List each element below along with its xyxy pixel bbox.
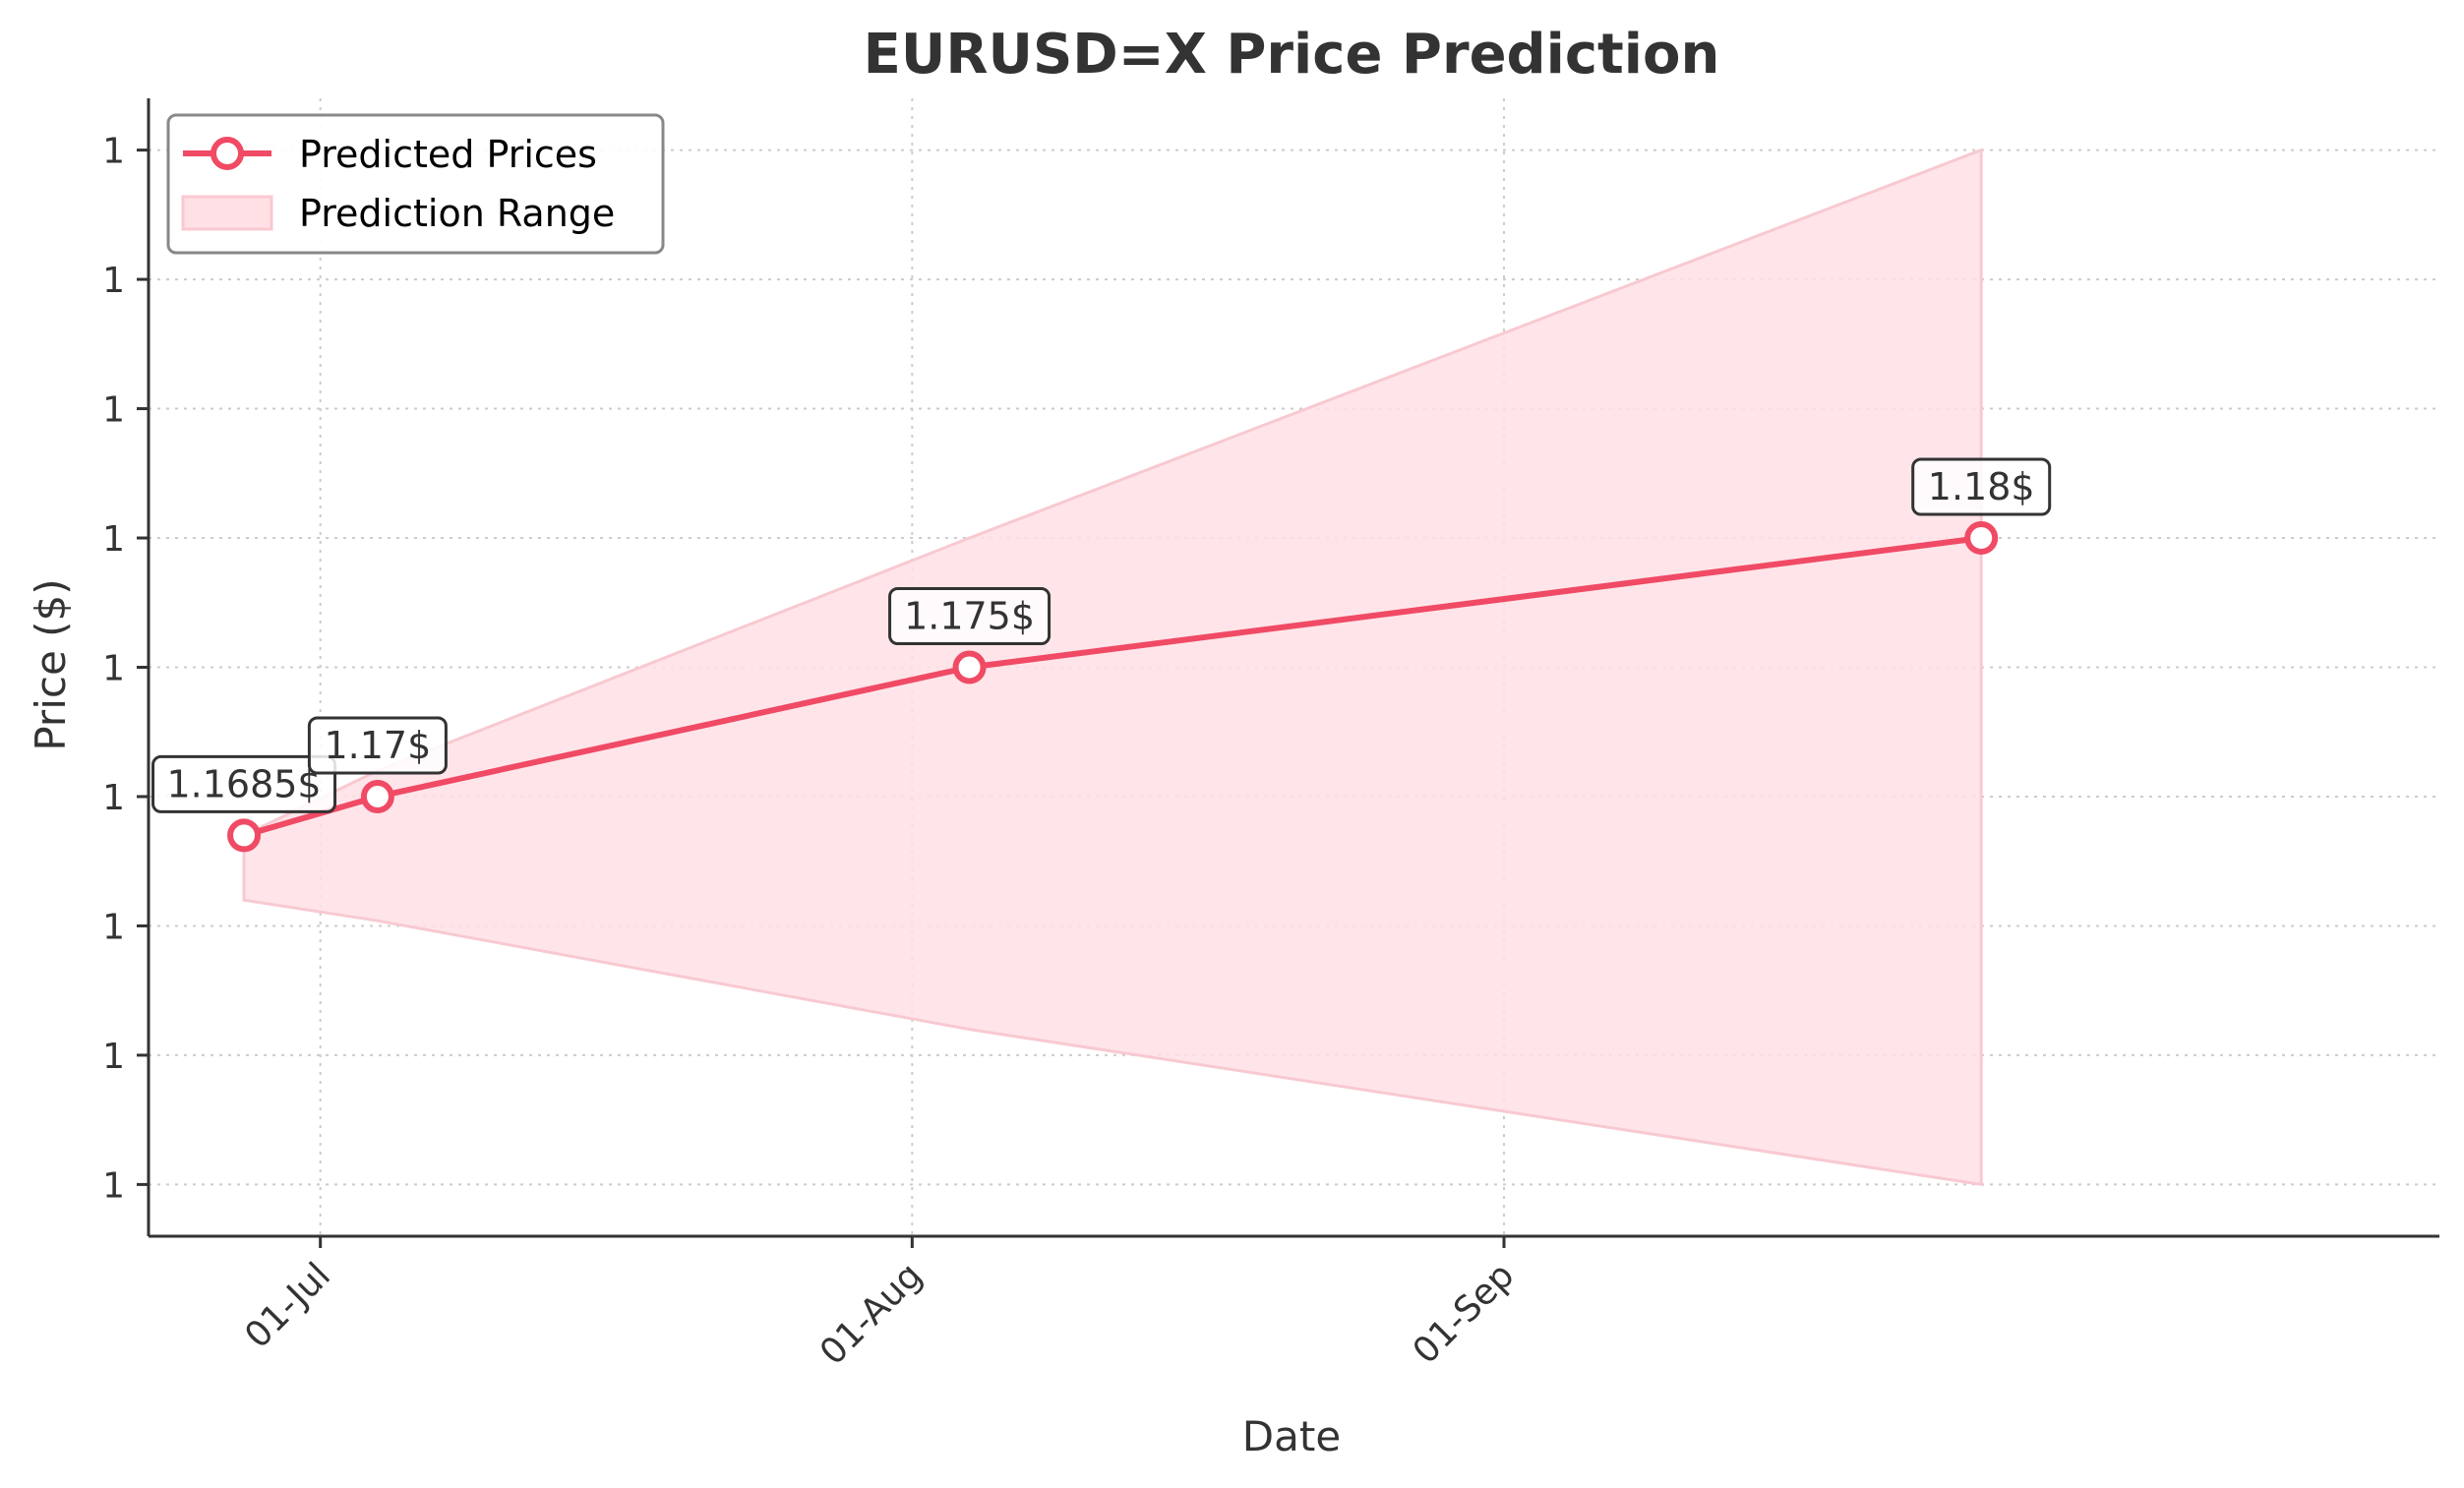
data-label-box-0	[151, 754, 337, 813]
data-label-0: 1.1685$	[166, 762, 321, 805]
legend-entry-predicted: Predicted Prices	[299, 133, 597, 176]
prediction-range-layer	[242, 148, 1983, 1187]
predicted-price-line	[243, 535, 1982, 839]
y-tick-label-1: 1	[102, 1037, 125, 1077]
predicted-point-2	[952, 650, 987, 684]
y-tick-label-4: 1	[102, 649, 125, 689]
data-labels: 1.1685$1.17$ 1.175$ 1.18$	[151, 457, 2052, 813]
y-tick-label-0: 1	[102, 1165, 125, 1206]
y-tick-label-7: 1	[102, 261, 125, 301]
predicted-line-layer	[227, 521, 1999, 853]
data-label-1: 1.17$	[325, 724, 432, 767]
y-tick-label-2: 1	[102, 907, 125, 947]
chart-title: EURUSD=X Price Prediction	[864, 23, 1720, 87]
legend-box	[166, 113, 665, 255]
y-tick-label-3: 1	[102, 778, 125, 818]
y-tick-label-8: 1	[102, 132, 125, 172]
legend-marker-swatch	[210, 137, 244, 170]
predicted-point-0	[227, 818, 262, 853]
data-label-3: 1.18$	[1928, 465, 2035, 508]
predicted-point-3	[1964, 521, 1999, 556]
legend-entry-range: Prediction Range	[299, 192, 615, 235]
x-axis-label: Date	[1242, 1412, 1341, 1460]
legend-range-swatch	[181, 195, 273, 231]
y-tick-label-5: 1	[102, 519, 125, 560]
prediction-range-area	[242, 148, 1983, 1187]
legend: Predicted Prices Prediction Range	[166, 113, 665, 255]
data-label-box-2	[888, 587, 1052, 645]
y-axis-label: Price ($)	[27, 578, 75, 750]
y-tick-label-6: 1	[102, 390, 125, 431]
data-label-box-1	[307, 716, 448, 775]
predicted-point-1	[360, 779, 394, 813]
data-label-box-3	[1911, 457, 2052, 516]
data-label-2: 1.175$	[904, 595, 1035, 638]
